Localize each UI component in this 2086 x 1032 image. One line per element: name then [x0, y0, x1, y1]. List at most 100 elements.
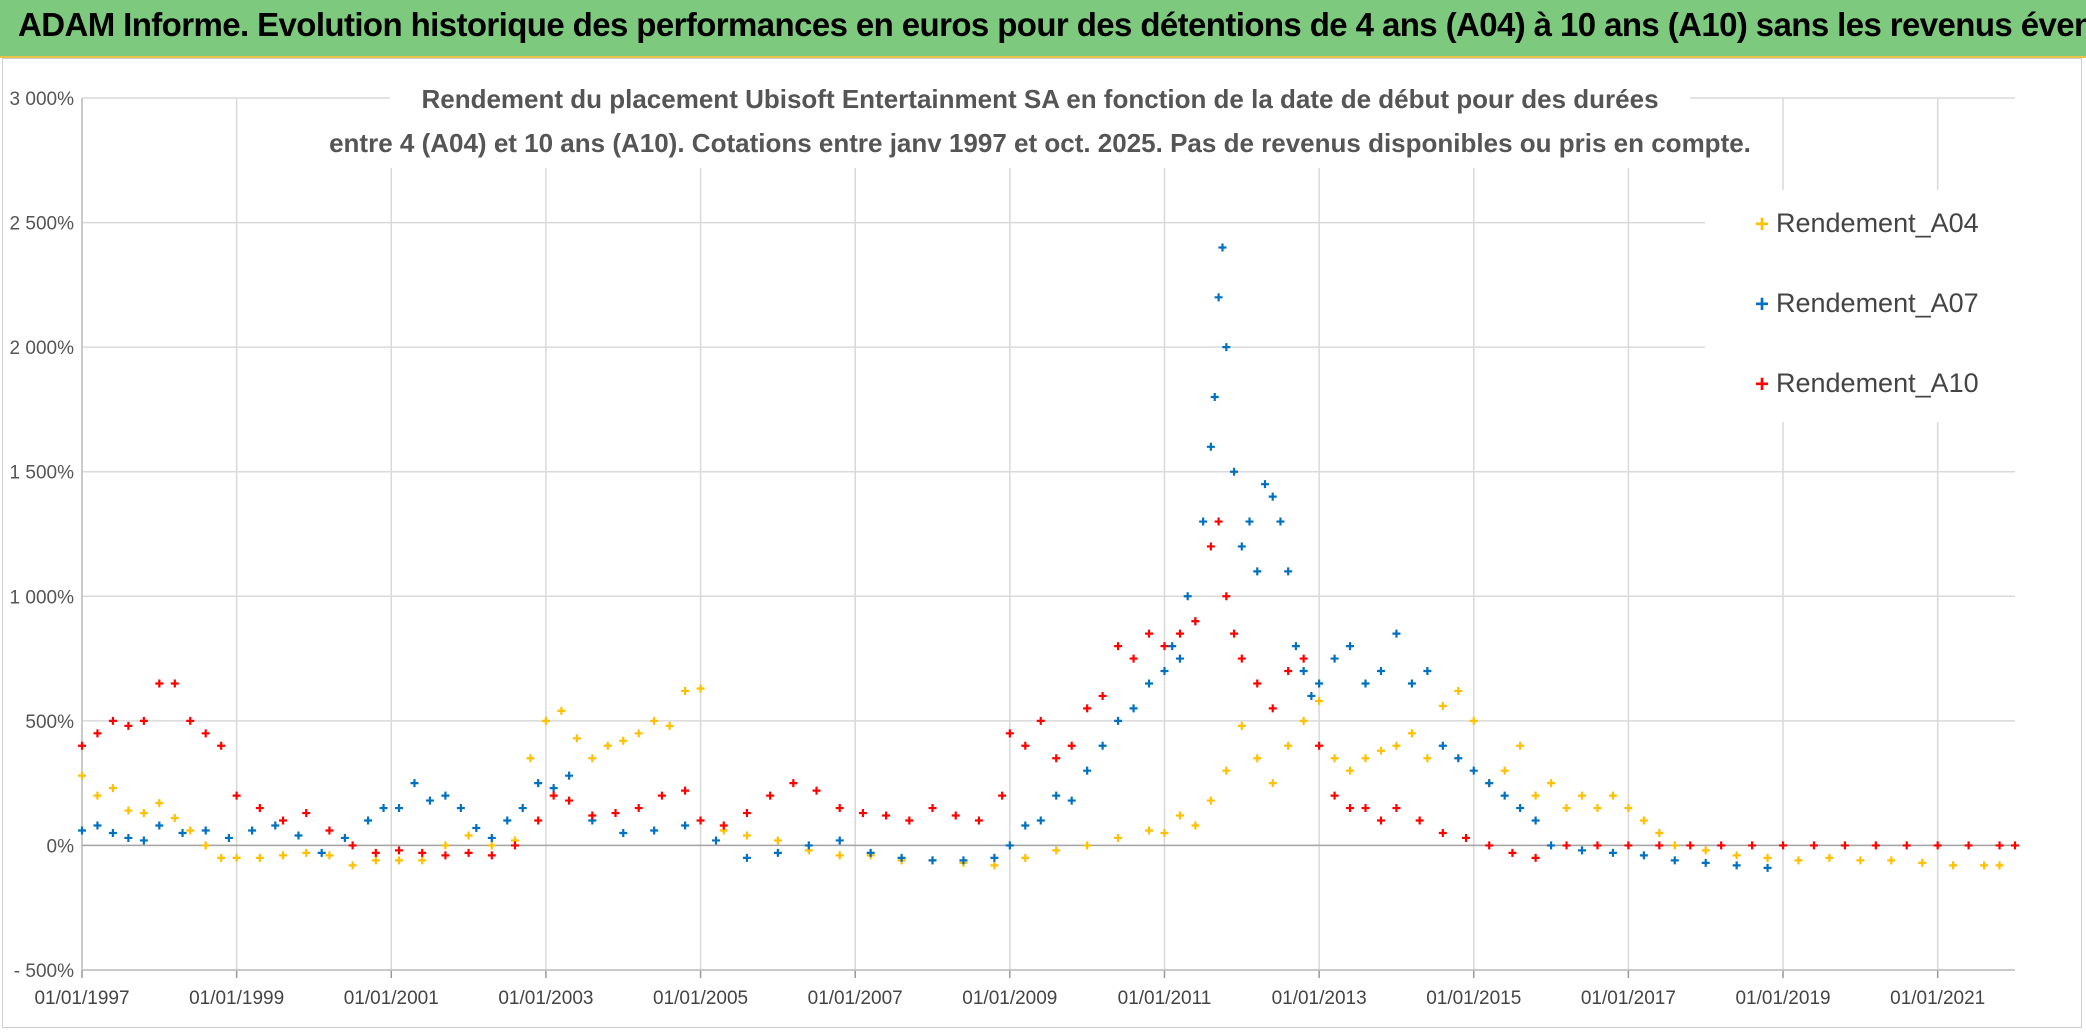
data-point [1871, 841, 1880, 850]
data-point [835, 851, 844, 860]
data-point [1067, 741, 1076, 750]
series-layer [78, 243, 2019, 872]
data-point [1485, 841, 1494, 850]
data-point [1253, 679, 1262, 688]
data-point [1083, 841, 1092, 850]
data-point [1222, 343, 1231, 352]
data-point [1438, 741, 1447, 750]
data-point [201, 729, 210, 738]
x-tick-label: 01/01/1997 [34, 988, 129, 1009]
data-point [155, 821, 164, 830]
data-point [1299, 654, 1308, 663]
data-point [1253, 754, 1262, 763]
data-point [1748, 841, 1757, 850]
data-point [773, 848, 782, 857]
data-point [1291, 642, 1300, 651]
data-point [1315, 741, 1324, 750]
data-point [1438, 828, 1447, 837]
data-point [340, 833, 349, 842]
data-point [371, 848, 380, 857]
data-point [1732, 851, 1741, 860]
data-point [928, 804, 937, 813]
data-point [395, 856, 404, 865]
data-point [1454, 754, 1463, 763]
data-point [1655, 841, 1664, 850]
data-point [1268, 704, 1277, 713]
data-point [1114, 833, 1123, 842]
data-point [1547, 841, 1556, 850]
data-point [1284, 741, 1293, 750]
data-point [487, 851, 496, 860]
data-point [186, 716, 195, 725]
y-tick-label: 1 500% [10, 463, 75, 484]
axes: - 500% 0% 500% 1 000% 1 500% 2 000% 2 500% 3 00… [10, 89, 2015, 1009]
data-point [1392, 629, 1401, 638]
data-point [271, 821, 280, 830]
data-point [1206, 796, 1215, 805]
data-point [1083, 704, 1092, 713]
data-point [1516, 804, 1525, 813]
data-point [1245, 517, 1254, 526]
data-point [1036, 716, 1045, 725]
data-point [1361, 679, 1370, 688]
data-point [1531, 853, 1540, 862]
data-point [441, 851, 450, 860]
data-point [78, 741, 86, 750]
data-point [217, 741, 226, 750]
data-point [1469, 716, 1478, 725]
data-point [1562, 804, 1571, 813]
data-point [487, 833, 496, 842]
data-point [565, 796, 574, 805]
data-point [1005, 729, 1014, 738]
data-point [742, 809, 751, 818]
x-tick-label: 01/01/2007 [808, 988, 903, 1009]
data-point [1214, 517, 1223, 526]
data-point [572, 734, 581, 743]
chart-frame [2, 58, 2082, 1028]
data-point [1376, 667, 1385, 676]
x-tick-label: 01/01/2017 [1581, 988, 1676, 1009]
data-point [1284, 667, 1293, 676]
data-point [1346, 766, 1355, 775]
data-point [974, 816, 983, 825]
data-point [464, 848, 473, 857]
data-point [634, 729, 643, 738]
data-point [124, 833, 133, 842]
data-point [2011, 841, 2019, 850]
y-tick-label: 500% [25, 712, 74, 733]
data-point [232, 853, 241, 862]
data-point [108, 716, 117, 725]
data-point [93, 791, 102, 800]
legend-marker-a04: + [1755, 211, 1769, 238]
x-tick-label: 01/01/2009 [962, 988, 1057, 1009]
data-point [1995, 861, 2004, 870]
data-point [232, 791, 241, 800]
data-point [812, 786, 821, 795]
gridlines [81, 97, 2015, 971]
data-point [588, 754, 597, 763]
data-point [835, 804, 844, 813]
data-point [1531, 816, 1540, 825]
y-tick-label: 0% [47, 836, 75, 857]
data-point [1253, 567, 1262, 576]
data-point [1980, 861, 1989, 870]
data-point [565, 771, 574, 780]
data-point [1593, 804, 1602, 813]
data-point [1175, 811, 1184, 820]
data-point [1330, 754, 1339, 763]
data-point [108, 784, 117, 793]
data-point [1199, 517, 1208, 526]
data-point [139, 809, 148, 818]
data-point [124, 721, 133, 730]
data-point [549, 784, 558, 793]
data-point [201, 826, 210, 835]
data-point [1732, 861, 1741, 870]
chart-title-line1: Rendement du placement Ubisoft Entertain… [421, 84, 1658, 114]
data-point [1222, 766, 1231, 775]
data-point [1809, 841, 1818, 850]
data-point [1608, 848, 1617, 857]
legend: + Rendement_A04 + Rendement_A07 + Rendem… [1755, 208, 1979, 398]
data-point [789, 779, 798, 788]
data-point [1299, 667, 1308, 676]
data-point [472, 823, 481, 832]
